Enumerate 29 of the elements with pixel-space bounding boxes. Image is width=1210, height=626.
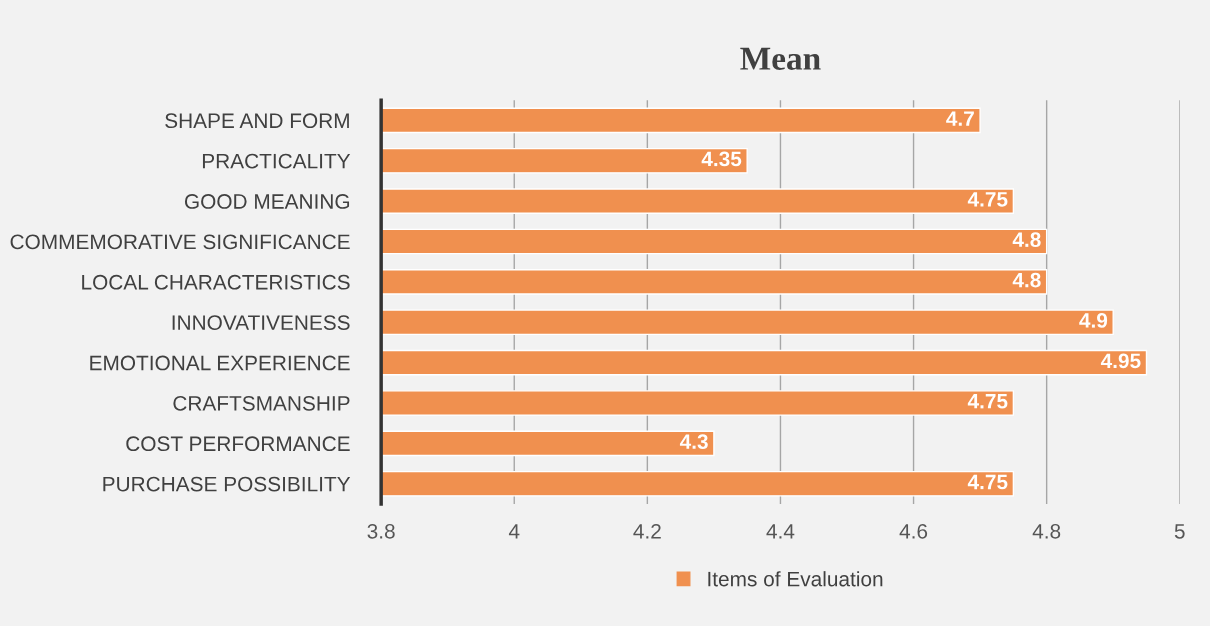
y-tick-label: EMOTIONAL EXPERIENCE: [90, 355, 350, 371]
y-tick-label: CRAFTSMANSHIP: [173, 395, 350, 411]
data-label: 4.75: [967, 394, 1008, 409]
x-tick-label: 4.8: [1032, 523, 1061, 539]
x-tick-label: 3.8: [367, 523, 395, 539]
y-tick-label: COST PERFORMANCE: [126, 436, 350, 452]
x-tick-label: 4.4: [766, 524, 795, 539]
data-label: 4.35: [701, 151, 742, 167]
data-label: 4.95: [1100, 353, 1141, 369]
y-tick-label: LOCAL CHARACTERISTICS: [82, 274, 350, 290]
x-tick-label: 4.2: [633, 523, 661, 539]
y-tick-label: INNOVATIVENESS: [172, 315, 350, 330]
data-label: 4.75: [967, 192, 1008, 207]
data-label: 4.9: [1079, 313, 1108, 328]
y-tick-label: PRACTICALITY: [202, 153, 351, 169]
y-tick-label: COMMEMORATIVE SIGNIFICANCE: [10, 234, 350, 250]
legend-label: Items of Evaluation: [708, 571, 883, 587]
y-tick-label: PURCHASE POSSIBILITY: [103, 476, 351, 492]
data-label: 4.3: [679, 434, 708, 449]
data-label: 4.8: [1012, 232, 1041, 248]
x-tick-label: 4.6: [899, 523, 928, 539]
x-tick-label: 5: [1174, 524, 1185, 539]
data-label: 4.7: [946, 111, 974, 126]
data-label: 4.8: [1012, 272, 1041, 288]
y-tick-label: GOOD MEANING: [184, 194, 350, 209]
data-label: 4.75: [967, 474, 1008, 490]
chart-title: Mean: [740, 47, 821, 70]
x-tick-label: 4: [508, 524, 520, 539]
y-tick-label: SHAPE AND FORM: [165, 113, 349, 129]
